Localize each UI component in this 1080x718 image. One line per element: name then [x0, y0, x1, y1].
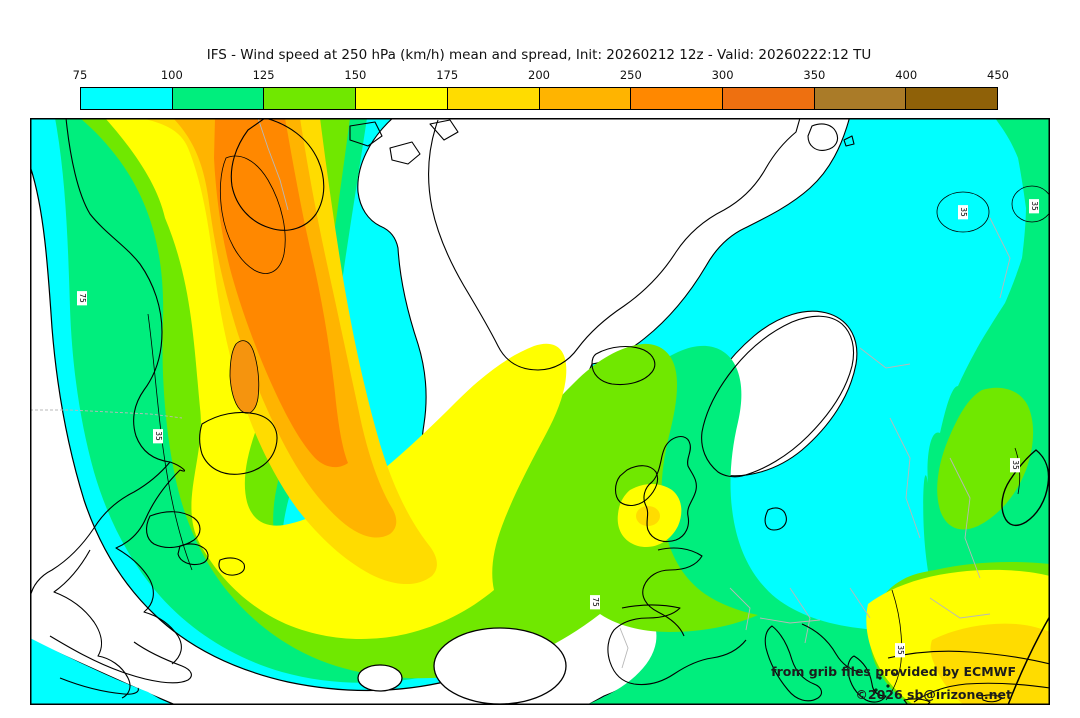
- attribution-source: from grib files provided by ECMWF: [771, 664, 1016, 679]
- contour-label-35: 35: [1010, 458, 1020, 472]
- colorbar-segment-150-175: [356, 88, 448, 109]
- contour-label-35: 35: [958, 205, 968, 219]
- colorbar-tick-300: 300: [711, 68, 734, 82]
- contour-label-75: 75: [590, 595, 600, 609]
- core-contour-upper: [219, 155, 286, 274]
- colorbar-segment-175-200: [447, 88, 540, 109]
- calm-loop-small: [357, 664, 403, 692]
- colorbar: [80, 87, 998, 110]
- colorbar-segment-125-150: [264, 88, 357, 109]
- map-frame: [30, 118, 1050, 705]
- colorbar-tick-125: 125: [252, 68, 275, 82]
- map-area: 35 35 35 35 35 75 75 from grib files provided …: [30, 118, 1050, 705]
- wind-band-125-east: [937, 387, 1034, 530]
- colorbar-tick-100: 100: [160, 68, 183, 82]
- spread-contours: [147, 185, 1050, 705]
- colorbar-segment-250-300: [631, 88, 723, 109]
- core-spread-spot: [229, 340, 260, 414]
- colorbar-ticks: 75 100 125 150 175 200 250 300 350 400 450: [73, 68, 1009, 84]
- wind-band-75-sw: [30, 638, 170, 705]
- attribution-copyright: ©2026 sb@irizone.net: [855, 687, 1012, 702]
- colorbar-segment-75-100: [81, 88, 173, 109]
- contour-label-35: 35: [1029, 199, 1039, 213]
- page-title: IFS - Wind speed at 250 hPa (km/h) mean …: [206, 47, 872, 63]
- coastlines: [30, 118, 1050, 705]
- colorbar-tick-250: 250: [619, 68, 642, 82]
- colorbar-segment-350-400: [814, 88, 907, 109]
- colorbar-tick-175: 175: [436, 68, 459, 82]
- contour-label-75: 75: [77, 291, 87, 305]
- wind-band-250-core: [214, 118, 348, 468]
- contour-label-35: 35: [895, 643, 905, 657]
- colorbar-segment-300-350: [722, 88, 815, 109]
- colorbar-segment-100-125: [172, 88, 265, 109]
- colorbar-tick-150: 150: [344, 68, 367, 82]
- calm-loop-large: [433, 627, 567, 705]
- colorbar-segment-400-450: [906, 88, 998, 109]
- map-canvas: [30, 118, 1050, 705]
- country-borders: [30, 118, 1011, 669]
- contour-label-35: 35: [153, 429, 163, 443]
- colorbar-segment-200-250: [539, 88, 632, 109]
- colorbar-tick-400: 400: [895, 68, 918, 82]
- colorbar-tick-200: 200: [528, 68, 550, 82]
- colorbar-tick-350: 350: [803, 68, 826, 82]
- colorbar-tick-450: 450: [987, 68, 1009, 82]
- colorbar-tick-75: 75: [72, 68, 88, 82]
